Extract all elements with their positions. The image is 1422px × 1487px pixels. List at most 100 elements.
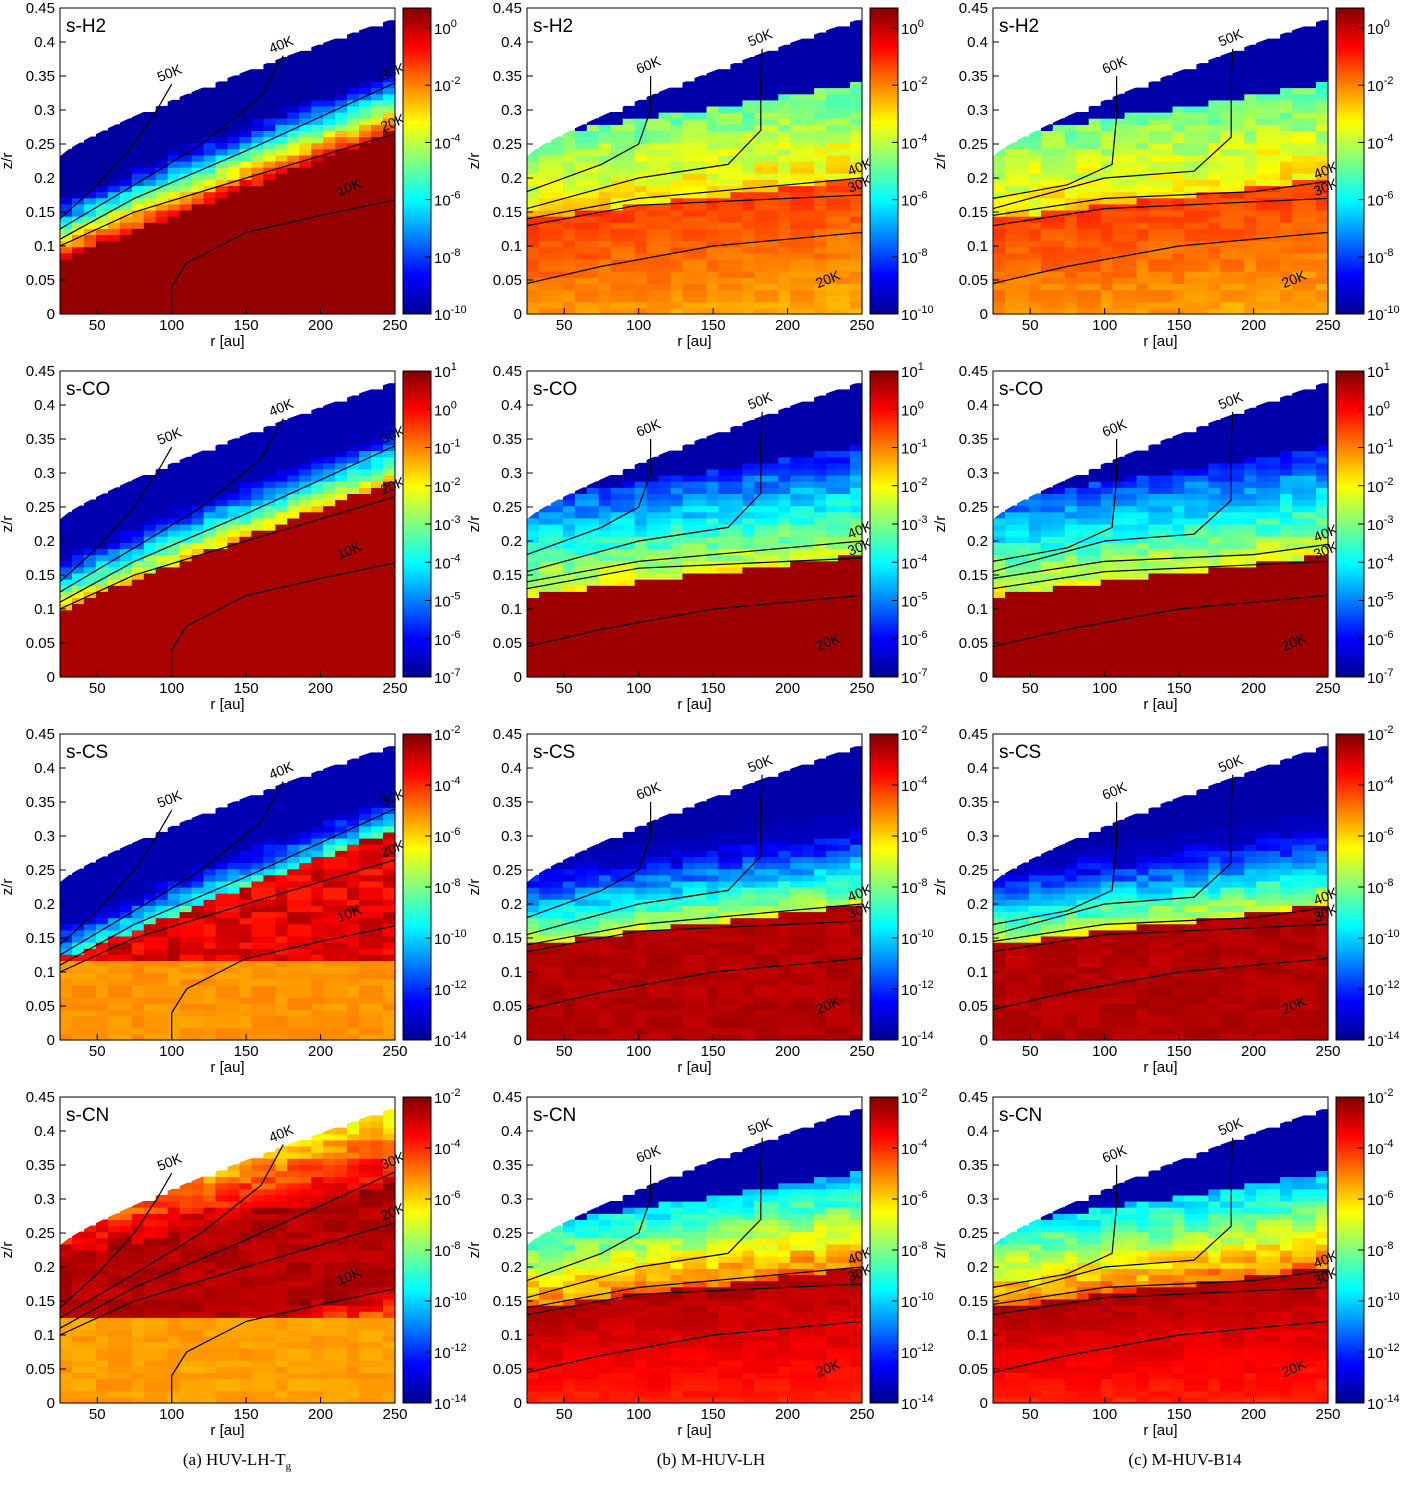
heat-cell [83, 148, 97, 156]
heat-cell [383, 1372, 396, 1380]
heat-cell [323, 444, 336, 452]
heat-cell [251, 603, 264, 611]
heat-cell [215, 566, 229, 574]
heat-cell [359, 210, 372, 217]
heat-cell [311, 542, 324, 550]
heat-cell [527, 228, 540, 235]
heat-cell [143, 573, 157, 580]
heat-cell [155, 1384, 169, 1392]
heat-cell [287, 862, 300, 870]
heat-cell [143, 154, 157, 162]
heat-cell [155, 603, 169, 611]
heat-cell [598, 222, 612, 229]
heat-cell [359, 1262, 372, 1269]
heat-cell [335, 258, 348, 266]
heat-cell [610, 197, 624, 205]
heat-cell [383, 413, 396, 421]
heat-cell [383, 1201, 396, 1208]
heat-cell [299, 252, 312, 260]
heat-cell [107, 524, 121, 531]
heat-cell [371, 468, 384, 476]
heat-cell [359, 1347, 372, 1355]
heat-cell [215, 1268, 229, 1276]
heat-cell [299, 1323, 312, 1331]
heat-cell [263, 1152, 276, 1159]
heat-cell [299, 548, 312, 556]
heat-cell [311, 917, 324, 925]
heat-cell [191, 664, 205, 672]
heat-cell [227, 191, 241, 199]
heat-cell [239, 136, 253, 144]
heat-cell [263, 216, 276, 223]
heat-cell [95, 1219, 109, 1227]
heat-cell [227, 1176, 241, 1184]
heat-cell [287, 1021, 300, 1029]
heat-cell [275, 1335, 288, 1343]
heat-cell [287, 1009, 300, 1017]
heat-cell [239, 911, 253, 919]
heat-cell [72, 307, 85, 315]
heat-cell [263, 1280, 276, 1288]
heat-cell [131, 615, 145, 623]
heat-cell [203, 1305, 217, 1312]
heat-cell [383, 536, 396, 543]
heat-cell [335, 444, 348, 452]
heat-cell [359, 819, 372, 827]
heat-cell [359, 185, 372, 193]
heat-cell [167, 1378, 181, 1386]
heat-cell [179, 1378, 193, 1386]
heat-cell [287, 585, 300, 592]
heat-cell [95, 548, 109, 556]
heat-cell [359, 118, 372, 125]
y-tick-label: 0.4 [34, 760, 55, 777]
heat-cell [131, 936, 145, 943]
heat-cell [95, 597, 109, 605]
heat-cell [239, 112, 253, 119]
heat-cell [287, 893, 300, 900]
heat-cell [359, 1378, 372, 1386]
heat-cell [371, 1231, 384, 1239]
heat-cell [83, 265, 97, 272]
heat-cell [359, 240, 372, 248]
heat-cell [251, 813, 264, 821]
heat-cell [371, 505, 384, 513]
heat-cell [72, 1372, 85, 1380]
heat-cell [179, 105, 193, 113]
heat-cell [586, 271, 600, 278]
heat-cell [83, 1372, 97, 1380]
heat-cell [323, 1182, 336, 1190]
heat-cell [299, 118, 312, 125]
heat-cell [371, 1335, 384, 1343]
heat-cell [371, 1188, 384, 1196]
heat-cell [203, 456, 217, 464]
heat-cell [275, 887, 288, 894]
heat-cell [323, 670, 336, 678]
heat-cell [299, 566, 312, 574]
heat-cell [227, 252, 241, 260]
heat-cell [562, 289, 576, 297]
heat-cell [191, 825, 205, 833]
heat-cell [239, 887, 253, 894]
heat-cell [359, 1213, 372, 1220]
heat-cell [299, 591, 312, 598]
heat-cell [371, 942, 384, 949]
heat-cell [203, 1378, 217, 1386]
heat-cell [179, 112, 193, 119]
heat-cell [155, 936, 169, 943]
heat-cell [311, 670, 324, 678]
heat-cell [191, 621, 205, 629]
heat-cell [347, 917, 360, 925]
heat-cell [215, 670, 229, 678]
heat-cell [239, 161, 253, 168]
heat-cell [191, 246, 205, 254]
heat-cell [95, 978, 109, 986]
heat-cell [347, 1225, 360, 1233]
heat-cell [251, 1015, 264, 1023]
heat-cell [95, 1274, 109, 1282]
heat-cell [167, 1003, 181, 1010]
heat-cell [251, 566, 264, 574]
heat-cell [95, 234, 109, 242]
heat-cell [371, 142, 384, 150]
heat-cell [359, 1292, 372, 1300]
heat-cell [251, 468, 264, 476]
